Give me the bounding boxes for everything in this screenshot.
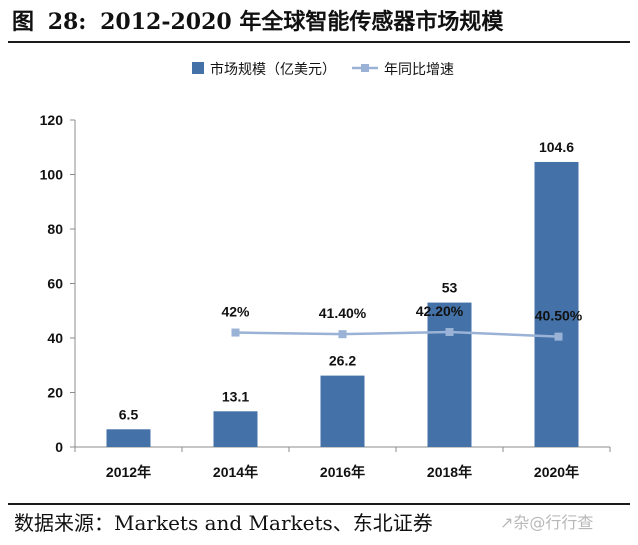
y-tick-label: 40 xyxy=(47,330,63,346)
legend-bar-swatch xyxy=(192,62,204,74)
growth-point xyxy=(445,328,454,337)
y-tick-label: 120 xyxy=(40,112,64,128)
y-tick-label: 0 xyxy=(55,439,63,455)
bar-value-label: 53 xyxy=(442,280,458,296)
y-tick-label: 100 xyxy=(40,167,64,183)
title-prefix: 图 xyxy=(12,9,35,35)
growth-point xyxy=(231,328,240,337)
source-note: 数据来源：Markets and Markets、东北证券 xyxy=(14,511,433,535)
title-text: 2012-2020 年全球智能传感器市场规模 xyxy=(100,9,504,35)
x-tick-label: 2016年 xyxy=(320,464,365,480)
bar xyxy=(106,429,151,447)
bar-value-label: 104.6 xyxy=(539,139,574,155)
growth-value-label: 41.40% xyxy=(319,305,367,321)
growth-value-label: 40.50% xyxy=(535,308,583,324)
x-tick-label: 2012年 xyxy=(106,464,151,480)
bar xyxy=(427,302,472,447)
bar xyxy=(320,375,365,447)
y-tick-label: 20 xyxy=(47,385,63,401)
growth-value-label: 42.20% xyxy=(416,303,464,319)
x-tick-label: 2014年 xyxy=(213,464,258,480)
growth-line xyxy=(235,330,559,338)
growth-point xyxy=(554,332,563,341)
legend-line-marker xyxy=(361,64,369,72)
page-title: 图 28: 2012-2020 年全球智能传感器市场规模 xyxy=(12,6,632,38)
legend-bar-label: 市场规模（亿美元） xyxy=(210,61,336,78)
y-tick-label: 60 xyxy=(47,276,63,292)
y-tick-label: 80 xyxy=(47,221,63,237)
growth-point xyxy=(338,330,347,339)
growth-value-label: 42% xyxy=(221,304,250,320)
bar-value-label: 26.2 xyxy=(329,353,356,369)
x-tick-label: 2018年 xyxy=(427,464,472,480)
bar-value-label: 6.5 xyxy=(119,406,139,422)
bar xyxy=(534,161,579,447)
title-number: 28: xyxy=(47,9,87,35)
title-divider xyxy=(8,41,630,43)
footer-divider xyxy=(8,503,630,505)
legend-line-label: 年同比增速 xyxy=(384,62,454,78)
bar xyxy=(213,411,258,447)
bar-value-label: 13.1 xyxy=(222,388,249,404)
x-tick-label: 2020年 xyxy=(534,464,579,480)
watermark: ↗杂@行行查 xyxy=(500,513,594,532)
